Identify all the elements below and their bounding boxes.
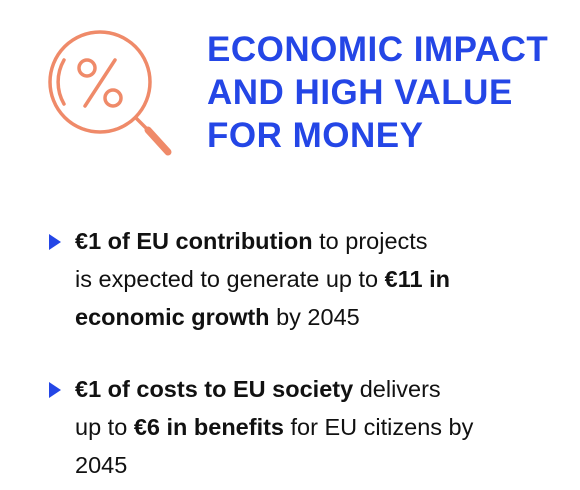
regular-text: is expected to generate up to (75, 266, 379, 292)
bold-text: €6 in benefits (133, 414, 284, 440)
percent-search-icon (48, 30, 172, 156)
bullet-marker (49, 382, 61, 398)
bold-text: economic growth (75, 304, 270, 330)
bullet-line: is expected to generate up to €11 in (75, 260, 450, 298)
title-line: AND HIGH VALUE (207, 73, 513, 112)
bullet: €1 of EU contribution to projects is expe… (48, 222, 450, 336)
regular-text: for EU citizens by (290, 414, 474, 440)
regular-text: 2045 (75, 452, 128, 478)
regular-text: delivers (359, 376, 441, 402)
title-line: FOR MONEY (207, 116, 424, 155)
regular-text: by 2045 (276, 304, 360, 330)
bullet-line: economic growth by 2045 (75, 298, 450, 336)
bold-text: €11 in (384, 266, 450, 292)
regular-text: to projects (319, 228, 428, 254)
bullet-line: €1 of EU contribution to projects (75, 222, 450, 260)
bullet-line: €1 of costs to EU society delivers (75, 370, 473, 408)
bullet-line: 2045 (75, 446, 473, 484)
bold-text: €1 of costs to EU society (75, 376, 354, 402)
title-line: ECONOMIC IMPACT (207, 30, 549, 69)
bullet-text: €1 of EU contribution to projects is expe… (75, 222, 450, 336)
bullet-line: up to €6 in benefits for EU citizens by (75, 408, 473, 446)
bullet: €1 of costs to EU society delivers up to … (48, 370, 473, 484)
bold-text: €1 of EU contribution (75, 228, 313, 254)
bullet-text: €1 of costs to EU society delivers up to … (75, 370, 473, 484)
bullet-marker (49, 234, 61, 250)
title: ECONOMIC IMPACT AND HIGH VALUE FOR MONEY (207, 28, 548, 157)
regular-text: up to (75, 414, 128, 440)
